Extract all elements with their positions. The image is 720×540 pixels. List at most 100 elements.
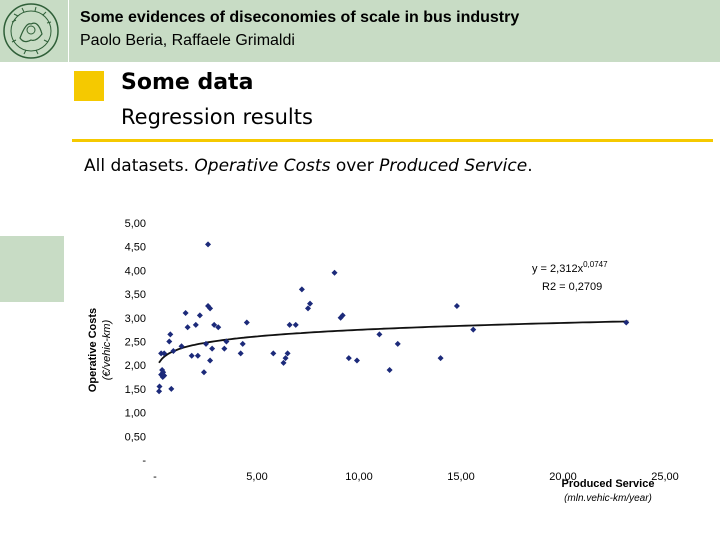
data-point xyxy=(284,350,291,357)
x-tick-label: 15,00 xyxy=(447,471,475,483)
y-axis-label: Operative Costs xyxy=(87,308,99,392)
data-point xyxy=(223,338,230,345)
data-point xyxy=(184,324,191,331)
title-underline xyxy=(72,139,713,142)
data-point xyxy=(331,269,338,276)
data-point xyxy=(353,357,360,364)
x-axis-ticks: - 5,00 10,00 15,00 20,00 25,00 xyxy=(153,471,679,483)
data-point xyxy=(170,347,177,354)
data-point xyxy=(243,319,250,326)
data-point xyxy=(207,357,214,364)
data-points xyxy=(156,241,630,395)
y-tick-label: 1,50 xyxy=(125,384,146,396)
data-point xyxy=(239,340,246,347)
data-point xyxy=(178,343,185,350)
y-tick-label: 4,50 xyxy=(125,242,146,254)
slide-subtitle: Regression results xyxy=(121,105,313,129)
data-point xyxy=(305,305,311,312)
presentation-authors: Paolo Beria, Raffaele Grimaldi xyxy=(80,32,295,49)
data-point xyxy=(386,366,393,373)
data-point xyxy=(298,286,305,293)
slide-body-text: All datasets. Operative Costs over Produ… xyxy=(84,156,533,176)
data-point xyxy=(337,314,344,321)
data-point xyxy=(292,321,299,328)
x-axis-label: Produced Service xyxy=(562,478,655,490)
data-point xyxy=(207,305,214,312)
data-point xyxy=(188,352,195,359)
data-point xyxy=(453,302,460,309)
data-point xyxy=(194,352,201,359)
data-point xyxy=(237,350,244,357)
logo-separator xyxy=(68,0,69,62)
trendline xyxy=(158,320,629,364)
data-point xyxy=(203,340,209,347)
data-point xyxy=(205,302,212,309)
data-point xyxy=(167,331,174,338)
y-tick-label: 4,00 xyxy=(125,265,146,277)
y-tick-label: 5,00 xyxy=(125,218,146,230)
body-suffix: . xyxy=(527,156,533,176)
data-point xyxy=(221,345,228,352)
title-bullet-square xyxy=(74,71,104,101)
svg-text:R2 = 0,2709: R2 = 0,2709 xyxy=(542,281,602,293)
y-tick-label: - xyxy=(142,455,146,467)
header-band xyxy=(0,0,720,62)
x-tick-label: 25,00 xyxy=(651,471,679,483)
y-axis-ticks: - 0,50 1,00 1,50 2,00 2,50 3,00 3,50 4,00 4,50 5,0… xyxy=(125,218,147,467)
body-prefix: All datasets. xyxy=(84,156,195,176)
data-point xyxy=(192,321,199,328)
scatter-chart: Operative Costs (€/vehic-km) - 0,50 1,00 1,… xyxy=(87,218,679,504)
body-mid: over xyxy=(330,156,380,176)
presentation-title: Some evidences of diseconomies of scale … xyxy=(80,9,520,26)
data-point xyxy=(209,345,216,352)
x-axis-title: Produced Service (mln.vehic-km/year) xyxy=(562,478,655,504)
trendline-equation: y = 2,312x0,0747 R2 = 0,2709 xyxy=(532,260,608,293)
x-tick-label: - xyxy=(153,471,157,483)
data-point xyxy=(168,385,175,392)
y-tick-label: 1,00 xyxy=(125,408,146,420)
data-point xyxy=(158,350,165,357)
data-point xyxy=(470,326,477,333)
equation-exponent: 0,0747 xyxy=(583,260,608,269)
y-axis-unit: (€/vehic-km) xyxy=(101,319,113,380)
x-tick-label: 10,00 xyxy=(345,471,373,483)
y-tick-label: 3,00 xyxy=(125,313,146,325)
side-decoration xyxy=(0,236,64,302)
y-tick-label: 2,50 xyxy=(125,337,146,349)
data-point xyxy=(156,388,163,395)
y-axis-title: Operative Costs (€/vehic-km) xyxy=(87,308,113,392)
data-point xyxy=(280,359,287,366)
slide-title: Some data xyxy=(121,70,254,95)
data-point xyxy=(156,383,163,390)
r2-label: R xyxy=(542,281,550,293)
x-tick-label: 20,00 xyxy=(549,471,577,483)
body-italic-service: Produced Service xyxy=(379,156,528,176)
data-point xyxy=(215,324,222,331)
data-point xyxy=(286,321,293,328)
data-point xyxy=(161,372,168,379)
data-point xyxy=(437,355,444,362)
equation-text: y = 2,312x xyxy=(532,263,584,275)
data-point xyxy=(394,340,401,347)
y-tick-label: 2,00 xyxy=(125,360,146,372)
y-tick-label: 3,50 xyxy=(125,289,146,301)
body-italic-costs: Operative Costs xyxy=(194,156,331,176)
data-point xyxy=(339,312,346,319)
data-point xyxy=(282,355,289,362)
data-point xyxy=(205,241,212,248)
data-point xyxy=(211,321,218,328)
data-point xyxy=(270,350,277,357)
data-point xyxy=(161,350,168,357)
data-point xyxy=(200,369,207,376)
data-point xyxy=(307,300,314,307)
data-point xyxy=(182,310,189,317)
data-point xyxy=(196,312,203,319)
data-point xyxy=(376,331,383,338)
x-axis-unit: (mln.vehic-km/year) xyxy=(564,493,652,504)
y-tick-label: 0,50 xyxy=(125,431,146,443)
data-point xyxy=(623,319,630,326)
x-tick-label: 5,00 xyxy=(246,471,267,483)
r2-value: 2 = 0,2709 xyxy=(550,281,602,293)
data-point xyxy=(345,355,352,362)
data-point xyxy=(166,338,173,345)
